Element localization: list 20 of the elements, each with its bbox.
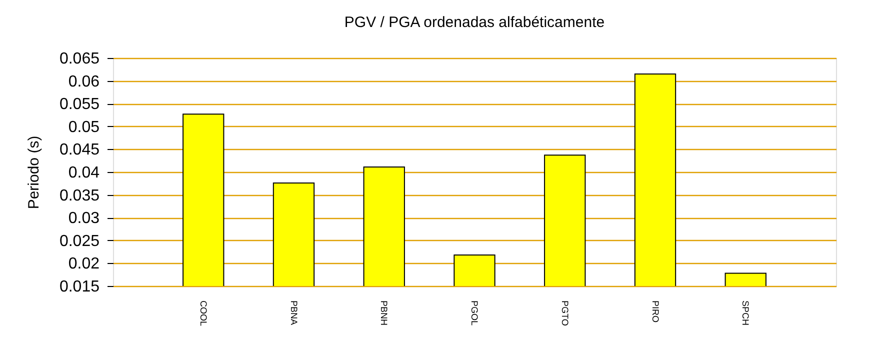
x-tick-label: PGTO (560, 300, 570, 326)
y-tick-label: 0.035 (59, 187, 100, 204)
x-tick-label: PBNH (379, 300, 390, 326)
chart-title: PGV / PGA ordenadas alfabéticamente (344, 14, 605, 31)
x-tick-label: PBNA (288, 300, 299, 326)
y-tick-label: 0.055 (59, 96, 100, 114)
y-tick-label: 0.045 (59, 142, 100, 159)
y-tick-label: 0.03 (68, 210, 100, 228)
y-tick-label: 0.06 (68, 73, 100, 90)
y-tick-label: 0.025 (59, 232, 100, 250)
x-tick-label: SPCH (740, 300, 751, 326)
y-tick-label: 0.065 (59, 50, 100, 68)
x-tick-label: PGOL (470, 300, 480, 326)
y-tick-label: 0.015 (59, 278, 100, 296)
y-tick-label: 0.04 (68, 164, 100, 182)
y-axis-title: Periodo (s) (25, 136, 42, 210)
y-tick-label: 0.05 (68, 118, 100, 136)
y-tick-label: 0.02 (68, 256, 100, 273)
x-tick-label: PIRO (650, 300, 660, 323)
x-tick-label: COOL (198, 300, 208, 326)
